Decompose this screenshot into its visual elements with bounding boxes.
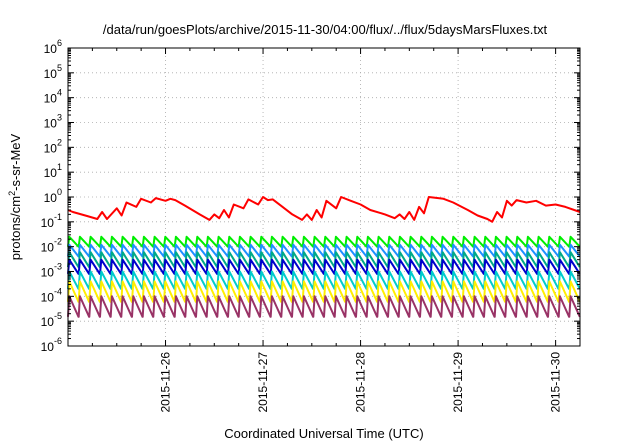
x-tick-label: 2015-11-26 (159, 352, 173, 413)
series-line-5 (67, 258, 581, 275)
y-tick-label: 10-2 (41, 237, 62, 255)
x-axis-ticks: 2015-11-26 2015-11-27 2015-11-28 2015-11-29… (91, 48, 563, 413)
y-tick-label: 10-1 (41, 212, 62, 230)
y-tick-label: 10-3 (41, 262, 62, 280)
y-tick-label: 103 (44, 113, 62, 131)
series-line-1 (67, 196, 581, 223)
y-axis-label-rest: -s-sr-MeV (8, 133, 23, 190)
y-tick-label: 106 (44, 38, 62, 56)
y-tick-label: 105 (44, 63, 62, 81)
y-axis-label: protons/cm2-s-sr-MeV (7, 133, 23, 260)
series-line-8 (67, 295, 581, 318)
x-tick-label: 2015-11-28 (354, 352, 368, 413)
x-tick-label: 2015-11-30 (549, 352, 563, 413)
chart-title: /data/run/goesPlots/archive/2015-11-30/0… (103, 22, 548, 37)
y-tick-label: 101 (44, 162, 62, 180)
series-line-2 (67, 235, 581, 248)
y-tick-label: 10-6 (41, 336, 62, 354)
y-tick-label: 10-5 (41, 311, 62, 329)
y-tick-label: 100 (44, 187, 62, 205)
y-tick-label: 104 (44, 88, 62, 106)
y-axis-ticks: 10-6 10-5 10-4 10-3 10-2 10-1 100 101 102 103 104 1… (41, 38, 580, 354)
y-tick-label: 102 (44, 137, 62, 155)
y-axis-label-sup: 2 (7, 191, 17, 196)
y-tick-label: 10-4 (41, 286, 62, 304)
x-axis-label: Coordinated Universal Time (UTC) (224, 426, 423, 441)
series-group (67, 196, 581, 318)
x-tick-label: 2015-11-27 (256, 352, 270, 413)
x-tick-label: 2015-11-29 (451, 352, 465, 413)
y-axis-label-base: protons/cm (8, 196, 23, 260)
